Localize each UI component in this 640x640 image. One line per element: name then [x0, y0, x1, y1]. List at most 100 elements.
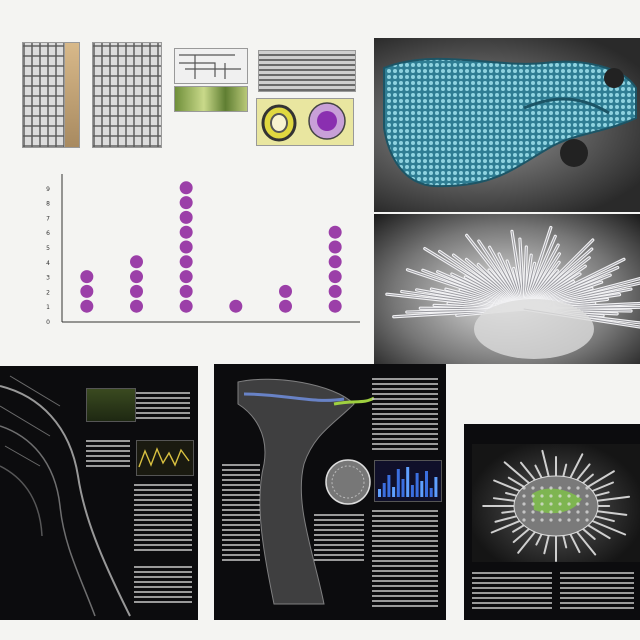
chart-y-tick-label: 1	[46, 304, 50, 311]
lattice-grid-image-1-strip	[64, 42, 80, 148]
specimen-pore	[576, 502, 580, 506]
xray-inset-waveform	[138, 447, 190, 468]
spectrum-bar	[378, 489, 381, 497]
specimen-pore	[567, 510, 571, 514]
specimen-pore	[585, 510, 589, 514]
spectrum-bar	[425, 471, 428, 497]
teal-lattice-rendering	[374, 38, 640, 212]
spiked-structure-rendering	[374, 214, 640, 364]
stained-cell-image	[256, 98, 354, 146]
chart-y-tick-label: 4	[46, 260, 50, 267]
specimen-pore	[540, 494, 544, 498]
spectrum-bar	[429, 488, 433, 497]
specimen-pore	[558, 502, 562, 506]
limb-page-text-1	[372, 378, 438, 453]
xray-page-text-2	[86, 440, 130, 470]
striped-tissue-image	[258, 50, 356, 92]
xray-page-text-4	[134, 566, 192, 606]
specimen-pore	[549, 510, 553, 514]
chart-point	[80, 270, 94, 284]
chart-point	[328, 255, 342, 269]
xray-page-left	[0, 366, 198, 620]
specimen-pore	[531, 518, 535, 522]
chart-y-tick-label: 8	[46, 201, 50, 208]
xray-page-text-3	[134, 484, 192, 554]
chart-y-tick-label: 3	[46, 275, 50, 282]
specimen-pore	[585, 486, 589, 490]
green-specimen-rendering	[472, 444, 640, 562]
specimen-pore	[522, 510, 526, 514]
xray-inset-green-panel	[86, 388, 136, 422]
chart-point	[130, 255, 143, 269]
spectrum-bar	[382, 483, 386, 497]
xray-limb-graphic	[237, 378, 375, 605]
specimen-pore	[567, 518, 571, 522]
stained-cell-graphic	[261, 102, 346, 142]
specimen-pore	[576, 518, 580, 522]
specimen-page-text-2	[560, 572, 634, 612]
specimen-pore	[558, 486, 562, 490]
specimen-pore	[540, 486, 544, 490]
limb-page-text-2	[222, 464, 260, 564]
chart-point	[130, 299, 143, 313]
chart-y-tick-label: 0	[46, 319, 50, 326]
spike-body	[474, 299, 594, 359]
specimen-pore	[567, 486, 571, 490]
green-specimen-strip-image	[174, 86, 248, 112]
specimen-pore	[531, 486, 535, 490]
chart-point	[328, 270, 342, 284]
chart-y-tick-label: 9	[46, 186, 50, 193]
spikes-graphic	[385, 225, 640, 359]
chart-point	[179, 181, 193, 195]
specimen-pore	[522, 494, 526, 498]
specimen-pore	[585, 502, 589, 506]
xray-spectrum-panel	[374, 460, 442, 502]
chart-point	[80, 299, 94, 313]
schematic-lines-graphic	[179, 54, 241, 79]
chart-point	[229, 299, 243, 313]
wiring-schematic-image	[174, 48, 248, 84]
chart-point	[130, 284, 143, 298]
chart-y-tick-label: 6	[46, 230, 50, 237]
specimen-pore	[549, 494, 553, 498]
spectrum-bar	[387, 475, 391, 497]
chart-point	[279, 299, 292, 313]
specimen-pore	[549, 502, 553, 506]
specimen-page-right	[464, 424, 640, 620]
chart-y-tick-label: 2	[46, 289, 50, 296]
chart-point	[179, 240, 193, 254]
chart-point	[80, 284, 94, 298]
lattice-grid-image-2	[92, 42, 162, 148]
specimen-pore	[585, 518, 589, 522]
chart-point	[179, 210, 193, 224]
xray-inset-chart-panel	[136, 440, 194, 476]
specimen-pore	[531, 510, 535, 514]
chart-point	[179, 270, 193, 284]
specimen-pore	[531, 502, 535, 506]
chart-point	[328, 284, 342, 298]
specimen-pore	[585, 494, 589, 498]
spectrum-bar	[420, 481, 424, 497]
specimen-pore	[558, 494, 562, 498]
spectrum-bar	[434, 477, 438, 497]
specimen-pore	[576, 510, 580, 514]
chart-point	[328, 299, 342, 313]
specimen-pore	[540, 518, 544, 522]
specimen-pore	[576, 486, 580, 490]
limb-page-text-4	[314, 514, 364, 564]
specimen-pore	[567, 494, 571, 498]
specimen-pore	[540, 502, 544, 506]
specimen-pore	[540, 510, 544, 514]
spectrum-bars-graphic	[378, 467, 438, 497]
chart-point	[179, 225, 193, 239]
spectrum-bar	[406, 467, 410, 497]
specimen-pore	[567, 502, 571, 506]
chart-point	[179, 196, 193, 210]
specimen-pore	[522, 502, 526, 506]
specimen-pore	[558, 518, 562, 522]
chart-y-tick-label: 5	[46, 245, 50, 252]
specimen-pore	[531, 494, 535, 498]
chart-point	[328, 240, 342, 254]
limb-page-text-3	[372, 510, 438, 610]
chart-point	[179, 284, 193, 298]
